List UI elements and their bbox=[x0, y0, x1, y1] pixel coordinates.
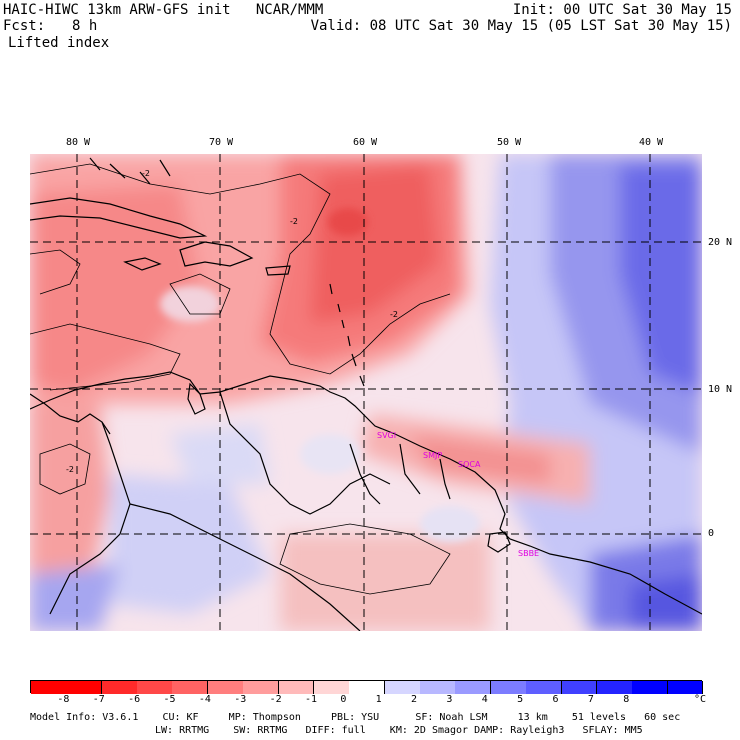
contour-label: -2 bbox=[142, 169, 150, 178]
colorbar-tick-label: -6 bbox=[128, 694, 141, 705]
coastlines bbox=[30, 157, 702, 631]
colorbar-tick-label: 1 bbox=[375, 694, 382, 705]
lat-label-0: 0 bbox=[708, 528, 715, 539]
contour-label: -2 bbox=[66, 465, 74, 474]
colorbar-segment bbox=[526, 681, 563, 694]
contour-label: -2 bbox=[390, 310, 398, 319]
lat-label-10n: 10 N bbox=[708, 384, 733, 395]
colorbar-segment bbox=[667, 681, 704, 694]
colorbar-tick-label: 6 bbox=[552, 694, 559, 705]
colorbar-tick-label: -5 bbox=[163, 694, 176, 705]
colorbar-tick-label: -8 bbox=[57, 694, 70, 705]
field-name: Lifted index bbox=[8, 35, 110, 51]
colorbar-segment bbox=[596, 681, 633, 694]
init-time: Init: 00 UTC Sat 30 May 15 bbox=[512, 2, 732, 18]
lon-label-40w: 40 W bbox=[639, 137, 664, 148]
colorbar-tick-label: 5 bbox=[517, 694, 524, 705]
model-title: HAIC-HIWC 13km ARW-GFS init NCAR/MMM bbox=[3, 2, 324, 18]
lifted-index-map: -2 -2 -2 -2 bbox=[30, 154, 702, 631]
station-svgi: SVGI bbox=[377, 431, 397, 440]
colorbar-segment bbox=[243, 681, 280, 694]
colorbar-tick-label: 7 bbox=[587, 694, 594, 705]
colorbar-segment bbox=[455, 681, 492, 694]
colorbar-segment bbox=[207, 681, 244, 694]
colorbar-tick-label: 8 bbox=[623, 694, 630, 705]
colorbar-tick-label: -1 bbox=[304, 694, 317, 705]
colorbar-tick-label: -3 bbox=[234, 694, 247, 705]
model-info-line1: Model Info: V3.6.1 CU: KF MP: Thompson P… bbox=[30, 712, 681, 723]
colorbar-tick-label: 3 bbox=[446, 694, 453, 705]
lon-label-50w: 50 W bbox=[497, 137, 522, 148]
colorbar-unit: °C bbox=[694, 694, 707, 705]
colorbar-segment bbox=[278, 681, 315, 694]
colorbar bbox=[30, 680, 704, 694]
model-info-line2: LW: RRTMG SW: RRTMG DIFF: full KM: 2D Sm… bbox=[155, 725, 643, 736]
station-soca: SOCA bbox=[458, 460, 481, 469]
colorbar-segment bbox=[384, 681, 421, 694]
forecast-label: Fcst: bbox=[3, 18, 46, 34]
colorbar-segment bbox=[66, 681, 103, 694]
lon-label-60w: 60 W bbox=[353, 137, 378, 148]
colorbar-segment bbox=[172, 681, 209, 694]
colorbar-segment bbox=[313, 681, 350, 694]
colorbar-segment bbox=[137, 681, 173, 694]
valid-time: Valid: 08 UTC Sat 30 May 15 (05 LST Sat … bbox=[310, 18, 732, 34]
lat-label-20n: 20 N bbox=[708, 237, 733, 248]
contour-lines bbox=[30, 163, 451, 595]
station-smjp: SMJP bbox=[423, 451, 443, 460]
colorbar-tick-label: 4 bbox=[481, 694, 488, 705]
lon-label-80w: 80 W bbox=[66, 137, 91, 148]
colorbar-tick-label: -4 bbox=[198, 694, 211, 705]
colorbar-tick-label: -7 bbox=[92, 694, 105, 705]
colorbar-segment bbox=[101, 681, 138, 694]
contour-label: -2 bbox=[290, 217, 298, 226]
colorbar-segment bbox=[632, 681, 669, 694]
colorbar-tick-label: -2 bbox=[269, 694, 282, 705]
colorbar-segment bbox=[490, 681, 527, 694]
lon-label-70w: 70 W bbox=[209, 137, 234, 148]
colorbar-segment bbox=[31, 681, 67, 694]
colorbar-segment bbox=[420, 681, 456, 694]
colorbar-tick-label: 0 bbox=[340, 694, 347, 705]
station-sbbe: SBBE bbox=[518, 549, 540, 558]
lifted-index-shading bbox=[30, 154, 702, 631]
colorbar-segment bbox=[349, 681, 386, 694]
colorbar-tick-label: 2 bbox=[411, 694, 418, 705]
colorbar-segment bbox=[561, 681, 598, 694]
forecast-hour: 8 h bbox=[72, 18, 98, 34]
